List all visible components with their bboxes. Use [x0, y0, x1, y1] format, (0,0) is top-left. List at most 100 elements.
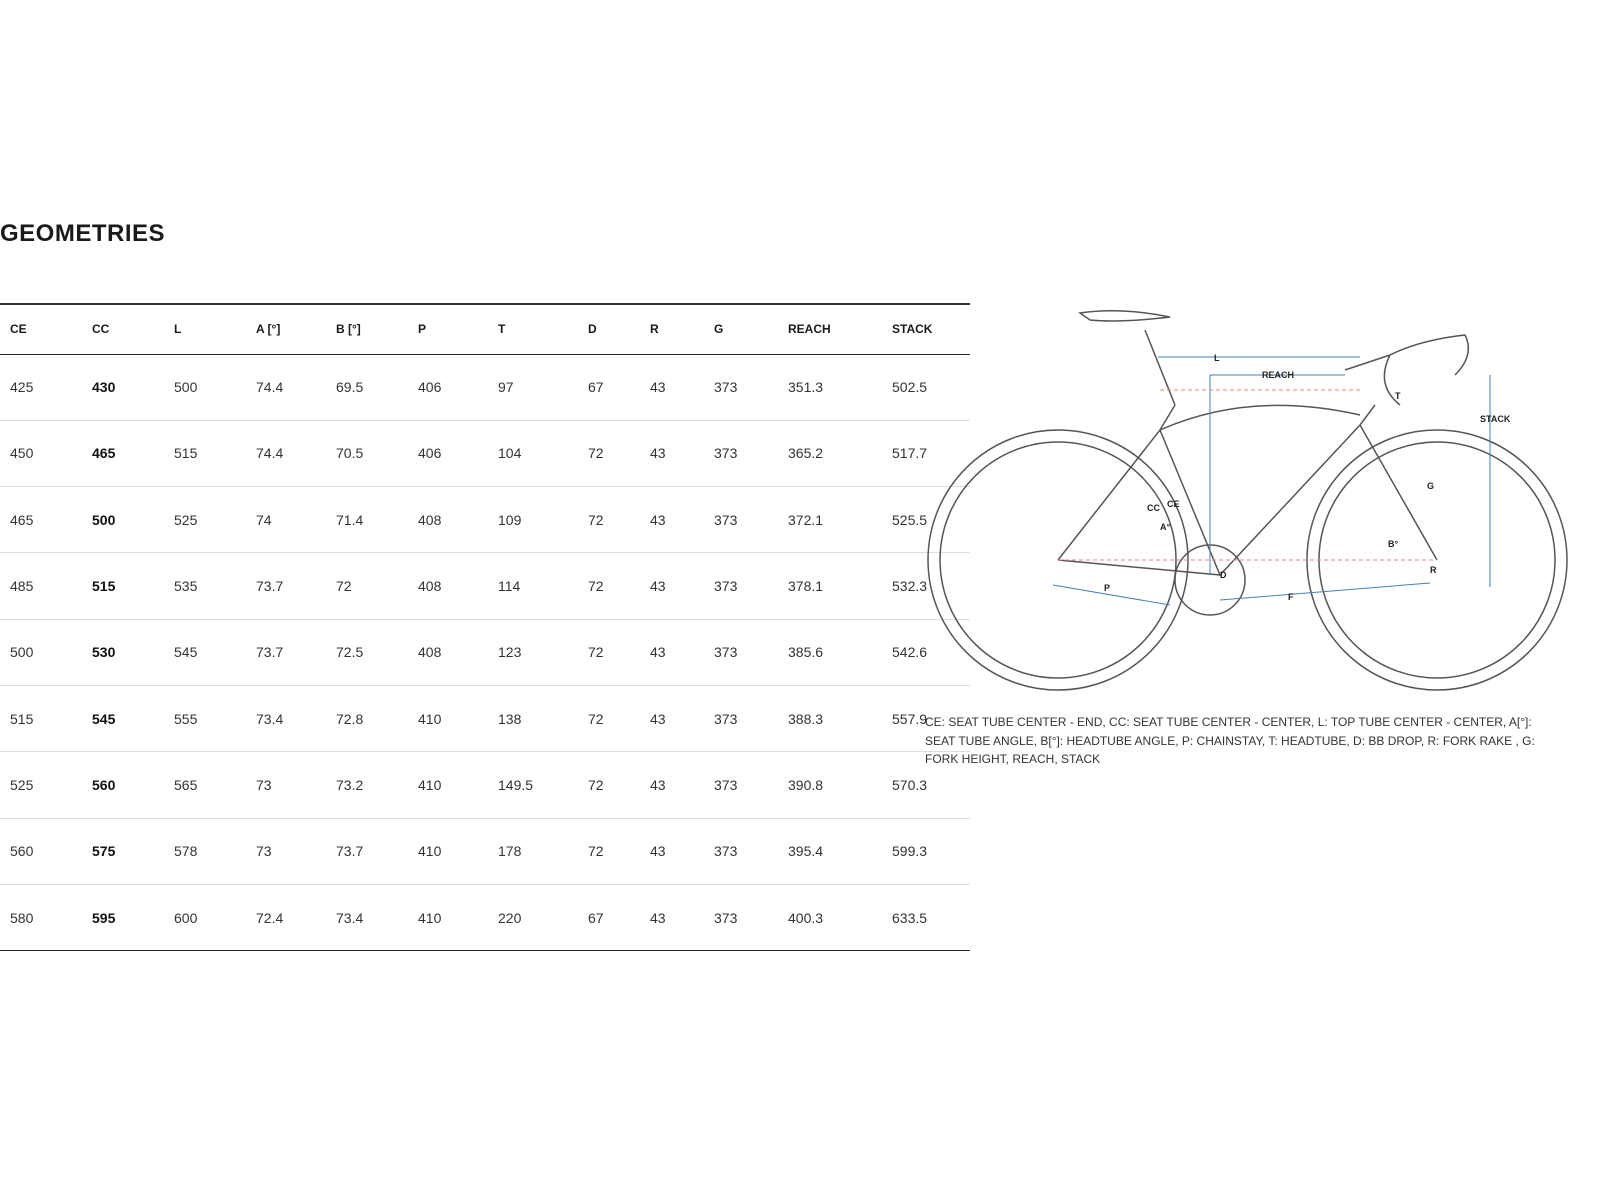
- table-cell: 373: [714, 379, 738, 396]
- table-cell: 372.1: [788, 511, 824, 528]
- table-cell: 73.7: [256, 644, 284, 661]
- label-T: T: [1395, 391, 1401, 401]
- table-cell: 72: [588, 843, 604, 860]
- table-cell: 425: [10, 379, 34, 396]
- table-cell: 557.9: [892, 710, 928, 727]
- column-header: STACK: [892, 322, 933, 337]
- table-cell: 515: [92, 578, 116, 595]
- table-cell: 72.8: [336, 710, 364, 727]
- label-L: L: [1214, 353, 1220, 363]
- column-header: D: [588, 322, 597, 337]
- label-CC: CC: [1147, 503, 1160, 513]
- table-cell: 73.4: [336, 909, 364, 926]
- table-cell: 70.5: [336, 445, 364, 462]
- table-row: 500 530 545 73.7 72.5 408 123 72 43 373 385.6 542.6: [0, 619, 970, 686]
- table-cell: 74: [256, 511, 272, 528]
- table-cell: 532.3: [892, 578, 928, 595]
- label-A: A°: [1160, 522, 1170, 532]
- column-header: R: [650, 322, 659, 337]
- table-cell: 43: [650, 776, 666, 793]
- table-cell: 535: [174, 578, 198, 595]
- table-cell: 378.1: [788, 578, 824, 595]
- column-header: B [°]: [336, 322, 361, 337]
- table-cell: 43: [650, 909, 666, 926]
- table-cell: 575: [92, 843, 116, 860]
- label-G: G: [1427, 481, 1434, 491]
- table-cell: 43: [650, 445, 666, 462]
- label-D: D: [1220, 570, 1227, 580]
- table-cell: 410: [418, 843, 442, 860]
- table-cell: 500: [10, 644, 34, 661]
- table-cell: 578: [174, 843, 198, 860]
- table-cell: 72: [588, 776, 604, 793]
- table-cell: 43: [650, 843, 666, 860]
- table-cell: 517.7: [892, 445, 928, 462]
- table-row: 450 465 515 74.4 70.5 406 104 72 43 373 365.2 517.7: [0, 420, 970, 487]
- table-cell: 351.3: [788, 379, 824, 396]
- table-cell: 465: [92, 445, 116, 462]
- page-title: GEOMETRIES: [0, 220, 166, 247]
- table-cell: 515: [10, 710, 34, 727]
- table-cell: 72: [588, 445, 604, 462]
- geometry-legend: CE: SEAT TUBE CENTER - END, CC: SEAT TUB…: [925, 715, 1535, 766]
- table-cell: 410: [418, 776, 442, 793]
- table-cell: 67: [588, 379, 604, 396]
- table-cell: 73: [256, 843, 272, 860]
- table-cell: 373: [714, 644, 738, 661]
- table-cell: 178: [498, 843, 522, 860]
- table-cell: 408: [418, 644, 442, 661]
- column-header: L: [174, 322, 182, 337]
- table-cell: 72: [588, 511, 604, 528]
- table-cell: 114: [498, 578, 521, 595]
- column-header: G: [714, 322, 724, 337]
- table-cell: 104: [498, 445, 522, 462]
- column-header: REACH: [788, 322, 831, 337]
- label-B: B°: [1388, 539, 1398, 549]
- table-cell: 388.3: [788, 710, 824, 727]
- table-cell: 595: [92, 909, 116, 926]
- table-row: 525 560 565 73 73.2 410 149.5 72 43 373 390.8 570.3: [0, 752, 970, 819]
- table-cell: 43: [650, 379, 666, 396]
- frame: [1057, 329, 1438, 577]
- handlebar: [1344, 334, 1470, 406]
- label-P: P: [1104, 583, 1110, 593]
- table-row: 580 595 600 72.4 73.4 410 220 67 43 373 400.3 633.5: [0, 884, 970, 951]
- table-cell: 373: [714, 511, 738, 528]
- label-reach: REACH: [1262, 370, 1294, 380]
- table-cell: 373: [714, 578, 738, 595]
- table-cell: 500: [174, 379, 198, 396]
- table-cell: 502.5: [892, 379, 928, 396]
- label-R: R: [1430, 565, 1437, 575]
- label-CE: CE: [1167, 499, 1180, 509]
- table-cell: 450: [10, 445, 34, 462]
- table-cell: 69.5: [336, 379, 364, 396]
- table-cell: 406: [418, 445, 442, 462]
- table-cell: 373: [714, 776, 738, 793]
- table-cell: 500: [92, 511, 116, 528]
- table-row: 485 515 535 73.7 72 408 114 72 43 373 378.1 532.3: [0, 553, 970, 620]
- table-cell: 390.8: [788, 776, 824, 793]
- table-cell: 72: [588, 710, 604, 727]
- table-cell: 580: [10, 909, 34, 926]
- table-cell: 43: [650, 578, 666, 595]
- table-cell: 73.2: [336, 776, 364, 793]
- column-header: CE: [10, 322, 27, 337]
- table-cell: 97: [498, 379, 514, 396]
- table-row: 425 430 500 74.4 69.5 406 97 67 43 373 351.3 502.5: [0, 354, 970, 421]
- table-cell: 400.3: [788, 909, 824, 926]
- table-cell: 67: [588, 909, 604, 926]
- table-cell: 395.4: [788, 843, 824, 860]
- table-cell: 72.4: [256, 909, 284, 926]
- column-header: T: [498, 322, 506, 337]
- table-cell: 109: [498, 511, 522, 528]
- table-cell: 555: [174, 710, 198, 727]
- table-cell: 410: [418, 710, 442, 727]
- label-stack: STACK: [1480, 414, 1511, 424]
- table-cell: 72: [336, 578, 352, 595]
- table-cell: 525: [174, 511, 198, 528]
- table-cell: 560: [92, 776, 116, 793]
- bike-geometry-diagram: L REACH T STACK G CC CE A° D B° R P F: [927, 310, 1568, 691]
- column-header: A [°]: [256, 322, 281, 337]
- table-cell: 43: [650, 644, 666, 661]
- geometry-table: CE CC L A [°] B [°] P T D R G REACH STACK 425 430 500…: [0, 303, 970, 951]
